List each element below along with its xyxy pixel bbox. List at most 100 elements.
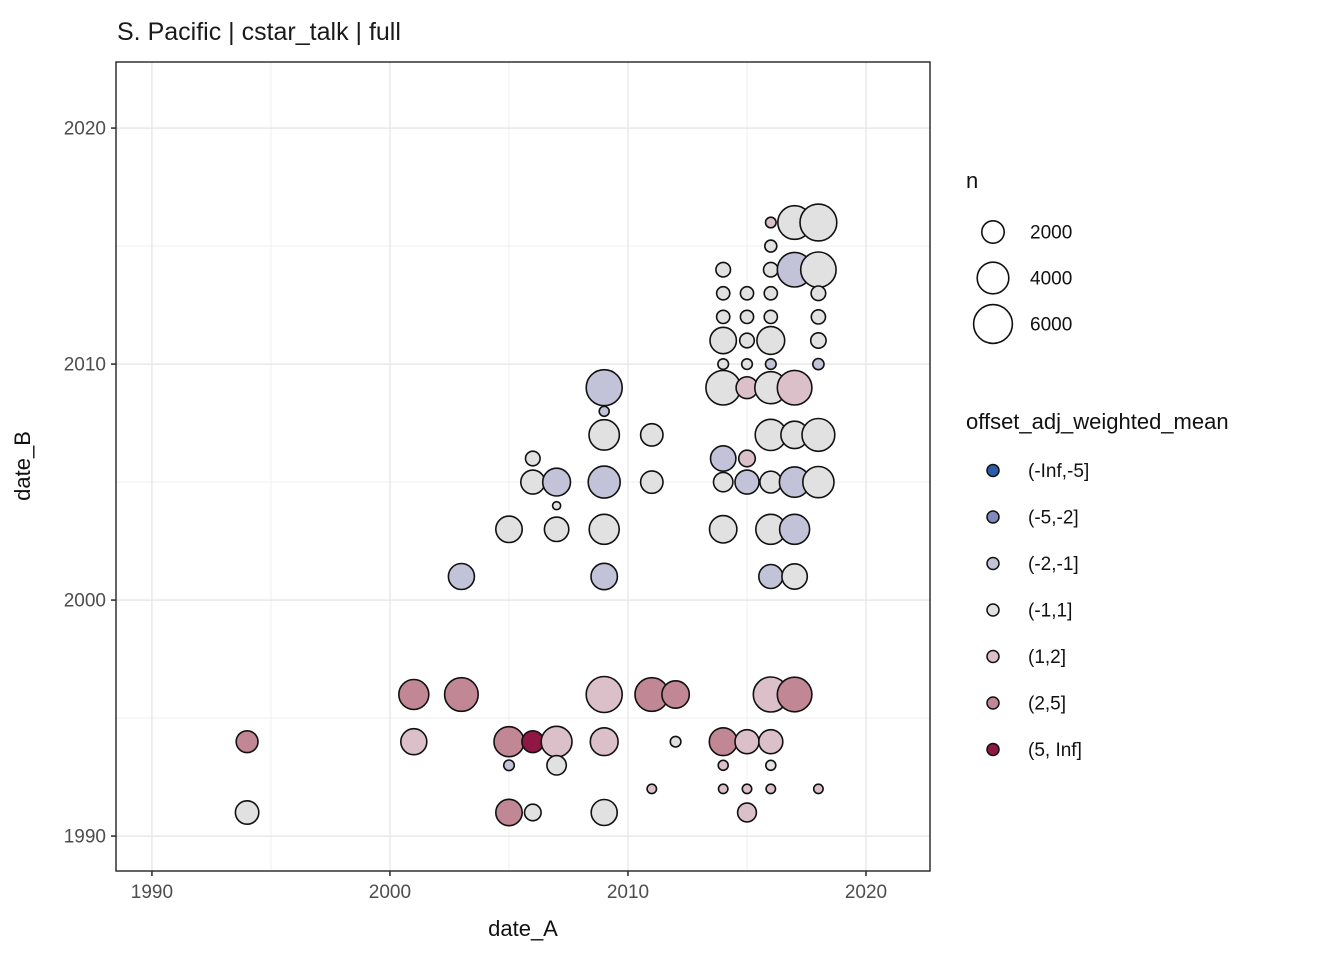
- color-legend-label: (-2,-1]: [1028, 554, 1079, 575]
- data-point: [715, 309, 731, 325]
- data-points-layer: [234, 203, 838, 827]
- data-point: [799, 203, 838, 242]
- color-legend-title: offset_adj_weighted_mean: [966, 409, 1229, 434]
- data-point: [737, 449, 757, 468]
- data-point: [734, 728, 760, 755]
- data-point: [802, 465, 835, 499]
- data-point: [590, 798, 619, 827]
- x-tick-label: 1990: [131, 882, 173, 903]
- y-tick-label: 2010: [64, 355, 106, 376]
- data-point: [234, 799, 260, 825]
- data-point: [763, 309, 779, 325]
- data-point: [523, 803, 542, 822]
- data-point: [598, 405, 611, 418]
- data-point: [543, 516, 570, 543]
- data-point: [717, 759, 730, 772]
- y-tick-label: 2020: [64, 119, 106, 140]
- data-point: [764, 358, 777, 371]
- color-legend-key: [986, 556, 1000, 571]
- data-point: [551, 500, 562, 511]
- data-point: [812, 357, 825, 371]
- y-tick-label: 1990: [64, 827, 106, 848]
- data-point: [541, 467, 572, 497]
- data-point: [809, 331, 827, 349]
- data-point: [587, 465, 622, 499]
- color-legend-label: (5, Inf]: [1028, 740, 1082, 761]
- data-point: [712, 471, 734, 493]
- data-point: [810, 285, 827, 302]
- data-point: [588, 418, 621, 451]
- data-point: [717, 783, 729, 795]
- size-legend-title: n: [966, 168, 978, 193]
- data-point: [764, 759, 777, 772]
- color-legend-label: (2,5]: [1028, 694, 1066, 715]
- size-legend-key: [976, 261, 1010, 295]
- data-point: [585, 675, 624, 714]
- data-point: [493, 725, 525, 758]
- color-legend-label: (-5,-2]: [1028, 508, 1079, 529]
- data-point: [741, 783, 753, 795]
- size-legend-label: 2000: [1030, 223, 1072, 244]
- data-point: [669, 735, 682, 748]
- data-point: [708, 726, 738, 757]
- size-legend: 2000 4000 6000: [972, 220, 1072, 345]
- data-point: [494, 515, 523, 544]
- size-legend-label: 6000: [1030, 315, 1072, 336]
- size-legend-label: 4000: [1030, 269, 1072, 290]
- color-legend-key: [986, 649, 1000, 664]
- data-point: [447, 562, 476, 591]
- data-point: [585, 368, 624, 407]
- color-legend-key: [986, 742, 1000, 757]
- x-tick-label: 2000: [369, 882, 411, 903]
- data-point: [757, 728, 784, 755]
- data-point: [776, 676, 813, 713]
- data-point: [740, 358, 754, 371]
- color-legend-key: [986, 603, 1000, 617]
- data-point: [757, 563, 784, 590]
- chart-title: S. Pacific | cstar_talk | full: [117, 18, 401, 46]
- data-point: [759, 470, 783, 494]
- data-point: [443, 676, 480, 713]
- data-point: [801, 417, 836, 453]
- data-point: [588, 513, 621, 546]
- size-legend-key: [972, 303, 1014, 345]
- data-point: [739, 285, 755, 301]
- x-axis-ticks: [151, 871, 867, 876]
- data-point: [494, 798, 523, 827]
- data-point: [810, 308, 827, 325]
- data-point: [589, 726, 619, 757]
- data-point: [734, 469, 760, 495]
- data-point: [519, 469, 546, 495]
- data-point: [799, 251, 837, 289]
- data-point: [502, 759, 516, 772]
- x-tick-label: 2020: [845, 882, 887, 903]
- plot-panel: [116, 62, 930, 871]
- y-axis-ticks: [111, 127, 116, 837]
- color-legend-key: [986, 696, 1000, 710]
- y-axis-tick-labels: 1990 2000 2010 2020: [64, 119, 106, 848]
- data-point: [399, 727, 428, 756]
- data-point: [764, 216, 777, 229]
- x-axis-tick-labels: 1990 2000 2010 2020: [131, 882, 887, 903]
- data-point: [708, 514, 738, 544]
- data-point: [812, 783, 824, 795]
- data-point: [717, 358, 730, 371]
- data-point: [590, 562, 619, 591]
- data-point: [646, 783, 658, 795]
- data-point: [235, 729, 259, 754]
- data-point: [765, 783, 777, 795]
- color-legend-label: (-1,1]: [1028, 601, 1072, 622]
- data-point: [546, 754, 568, 776]
- y-tick-label: 2000: [64, 591, 106, 612]
- data-point: [778, 513, 811, 546]
- data-point: [736, 802, 758, 823]
- data-point: [763, 239, 778, 253]
- color-legend: (-Inf,-5] (-5,-2] (-2,-1] (-1,1] (1,2] (2,5] (…: [986, 461, 1089, 761]
- y-axis-title: date_B: [10, 431, 35, 501]
- x-tick-label: 2010: [607, 882, 649, 903]
- color-legend-label: (1,2]: [1028, 647, 1066, 668]
- panel-border: [115, 61, 931, 872]
- data-point: [639, 470, 664, 495]
- data-point: [781, 562, 809, 590]
